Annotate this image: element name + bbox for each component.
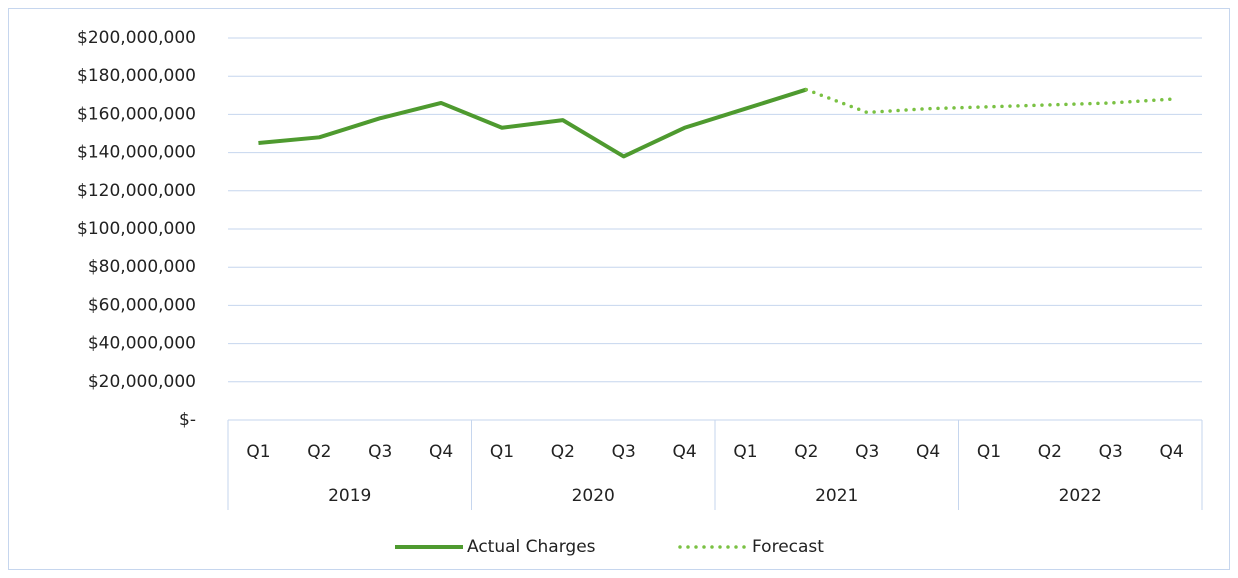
- y-tick-label: $180,000,000: [77, 66, 196, 86]
- x-tick-label: Q2: [551, 442, 575, 462]
- x-group-label: 2019: [328, 486, 371, 506]
- y-tick-label: $20,000,000: [88, 372, 196, 392]
- x-group-label: 2022: [1059, 486, 1102, 506]
- series-line: [804, 87, 1174, 115]
- x-tick-label: Q4: [672, 442, 696, 462]
- x-tick-label: Q1: [490, 442, 514, 462]
- x-tick-label: Q1: [246, 442, 270, 462]
- y-tick-label: $80,000,000: [88, 257, 196, 277]
- x-tick-label: Q3: [1099, 442, 1123, 462]
- x-group-label: 2021: [815, 486, 858, 506]
- x-tick-label: Q2: [794, 442, 818, 462]
- y-tick-label: $60,000,000: [88, 295, 196, 315]
- x-group-label: 2020: [572, 486, 615, 506]
- x-tick-label: Q4: [1159, 442, 1183, 462]
- x-tick-label: Q1: [733, 442, 757, 462]
- y-tick-label: $40,000,000: [88, 334, 196, 354]
- x-tick-label: Q2: [307, 442, 331, 462]
- y-tick-label: $120,000,000: [77, 181, 196, 201]
- series-line: [258, 87, 807, 159]
- x-tick-label: Q3: [855, 442, 879, 462]
- x-tick-label: Q2: [1038, 442, 1062, 462]
- x-tick-label: Q1: [977, 442, 1001, 462]
- x-tick-label: Q3: [368, 442, 392, 462]
- chart-frame: [8, 8, 1230, 570]
- x-tick-label: Q4: [916, 442, 940, 462]
- x-tick-label: Q3: [612, 442, 636, 462]
- x-tick-label: Q4: [429, 442, 453, 462]
- y-tick-label: $160,000,000: [77, 104, 196, 124]
- legend-label: Forecast: [752, 537, 824, 557]
- y-tick-label: $200,000,000: [77, 28, 196, 48]
- legend-label: Actual Charges: [467, 537, 596, 557]
- y-tick-label: $100,000,000: [77, 219, 196, 239]
- y-tick-label: $140,000,000: [77, 143, 196, 163]
- y-tick-label: $-: [179, 410, 196, 430]
